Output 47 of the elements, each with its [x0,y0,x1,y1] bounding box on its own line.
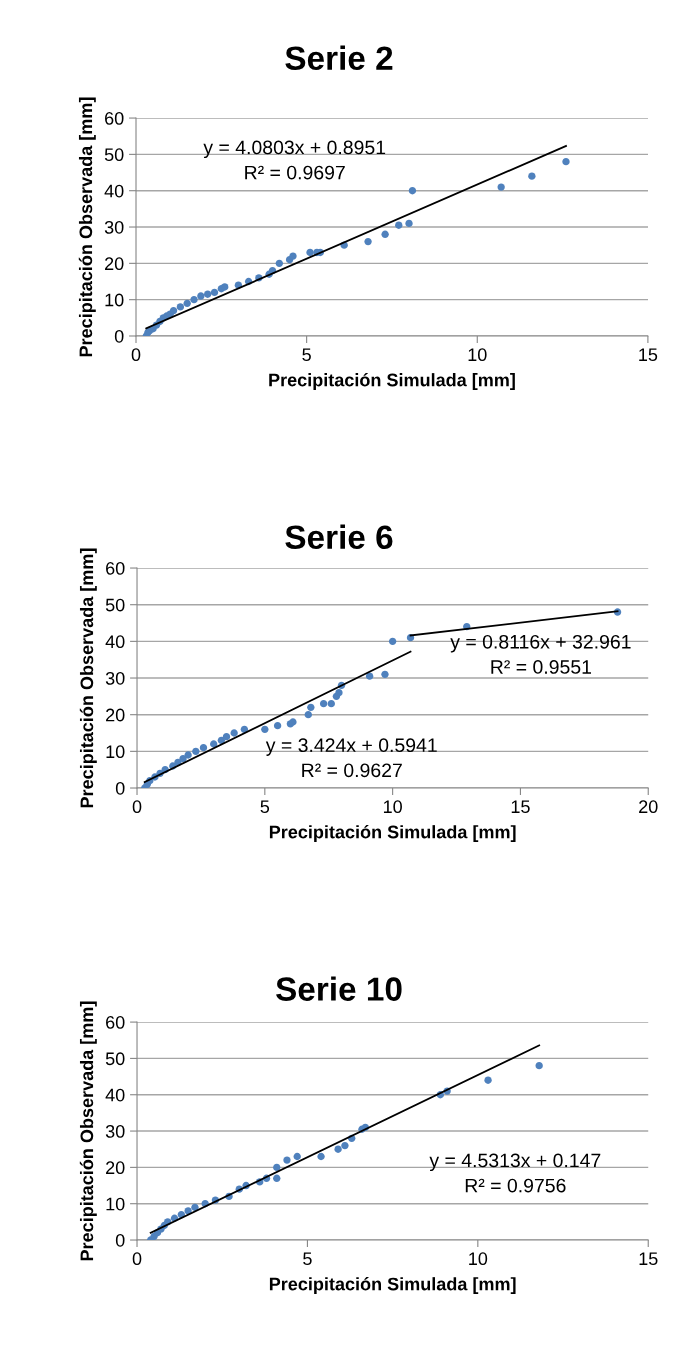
x-axis-title: Precipitación Simulada [mm] [269,372,515,390]
x-tick-label: 5 [260,800,270,814]
y-tick-label: 50 [105,598,125,612]
x-tick-label: 10 [469,1252,488,1266]
y-tick-label: 0 [115,1233,125,1247]
y-tick-label: 10 [105,293,124,307]
y-tick-label: 40 [105,1088,125,1102]
x-tick-label: 15 [639,348,658,362]
x-tick-label: 15 [511,800,530,814]
x-tick-label: 10 [383,800,402,814]
y-tick-label: 30 [105,671,125,685]
y-tick-label: 60 [106,561,125,575]
y-tick-label: 10 [106,1197,125,1211]
x-tick-label: 10 [468,348,487,362]
x-axis-title: Precipitación Simulada [mm] [269,1277,516,1294]
y-tick-label: 10 [106,745,125,759]
chart-title: Serie 2 [285,45,393,71]
y-tick-label: 20 [106,1161,125,1175]
annotation: y = 4.5313x + 0.147 R² = 0.9756 [429,1153,601,1193]
y-axis-title: Precipitación Observada [mm] [79,1001,97,1261]
annotation: y = 4.0803x + 0.8951 R² = 0.9697 [203,140,386,180]
annotation: y = 0.8116x + 32.961 R² = 0.9551 [450,634,631,674]
y-tick-label: 40 [104,184,124,198]
x-tick-label: 20 [639,800,658,814]
x-tick-label: 0 [132,1252,142,1266]
y-tick-label: 60 [106,1016,125,1029]
x-axis-title: Precipitación Simulada [mm] [269,824,516,842]
x-tick-label: 0 [131,348,141,362]
y-axis-title: Precipitación Observada [mm] [79,548,97,808]
y-tick-label: 0 [115,781,125,795]
y-tick-label: 20 [105,257,124,271]
y-tick-label: 50 [104,148,124,162]
y-axis-title: Precipitación Observada [mm] [78,97,96,357]
y-tick-label: 0 [114,329,124,343]
annotation: y = 3.424x + 0.5941 R² = 0.9627 [265,738,437,778]
y-tick-label: 50 [105,1052,125,1066]
x-tick-label: 5 [303,1252,312,1266]
x-tick-label: 15 [639,1252,658,1266]
y-tick-label: 30 [104,220,124,234]
y-tick-label: 60 [105,111,124,125]
chart-title: Serie 6 [285,524,393,550]
x-tick-label: 5 [302,348,311,362]
y-tick-label: 20 [106,708,125,722]
x-tick-label: 0 [132,800,142,814]
y-tick-label: 30 [105,1124,125,1138]
chart-title: Serie 10 [276,976,402,1001]
y-tick-label: 40 [105,635,125,649]
